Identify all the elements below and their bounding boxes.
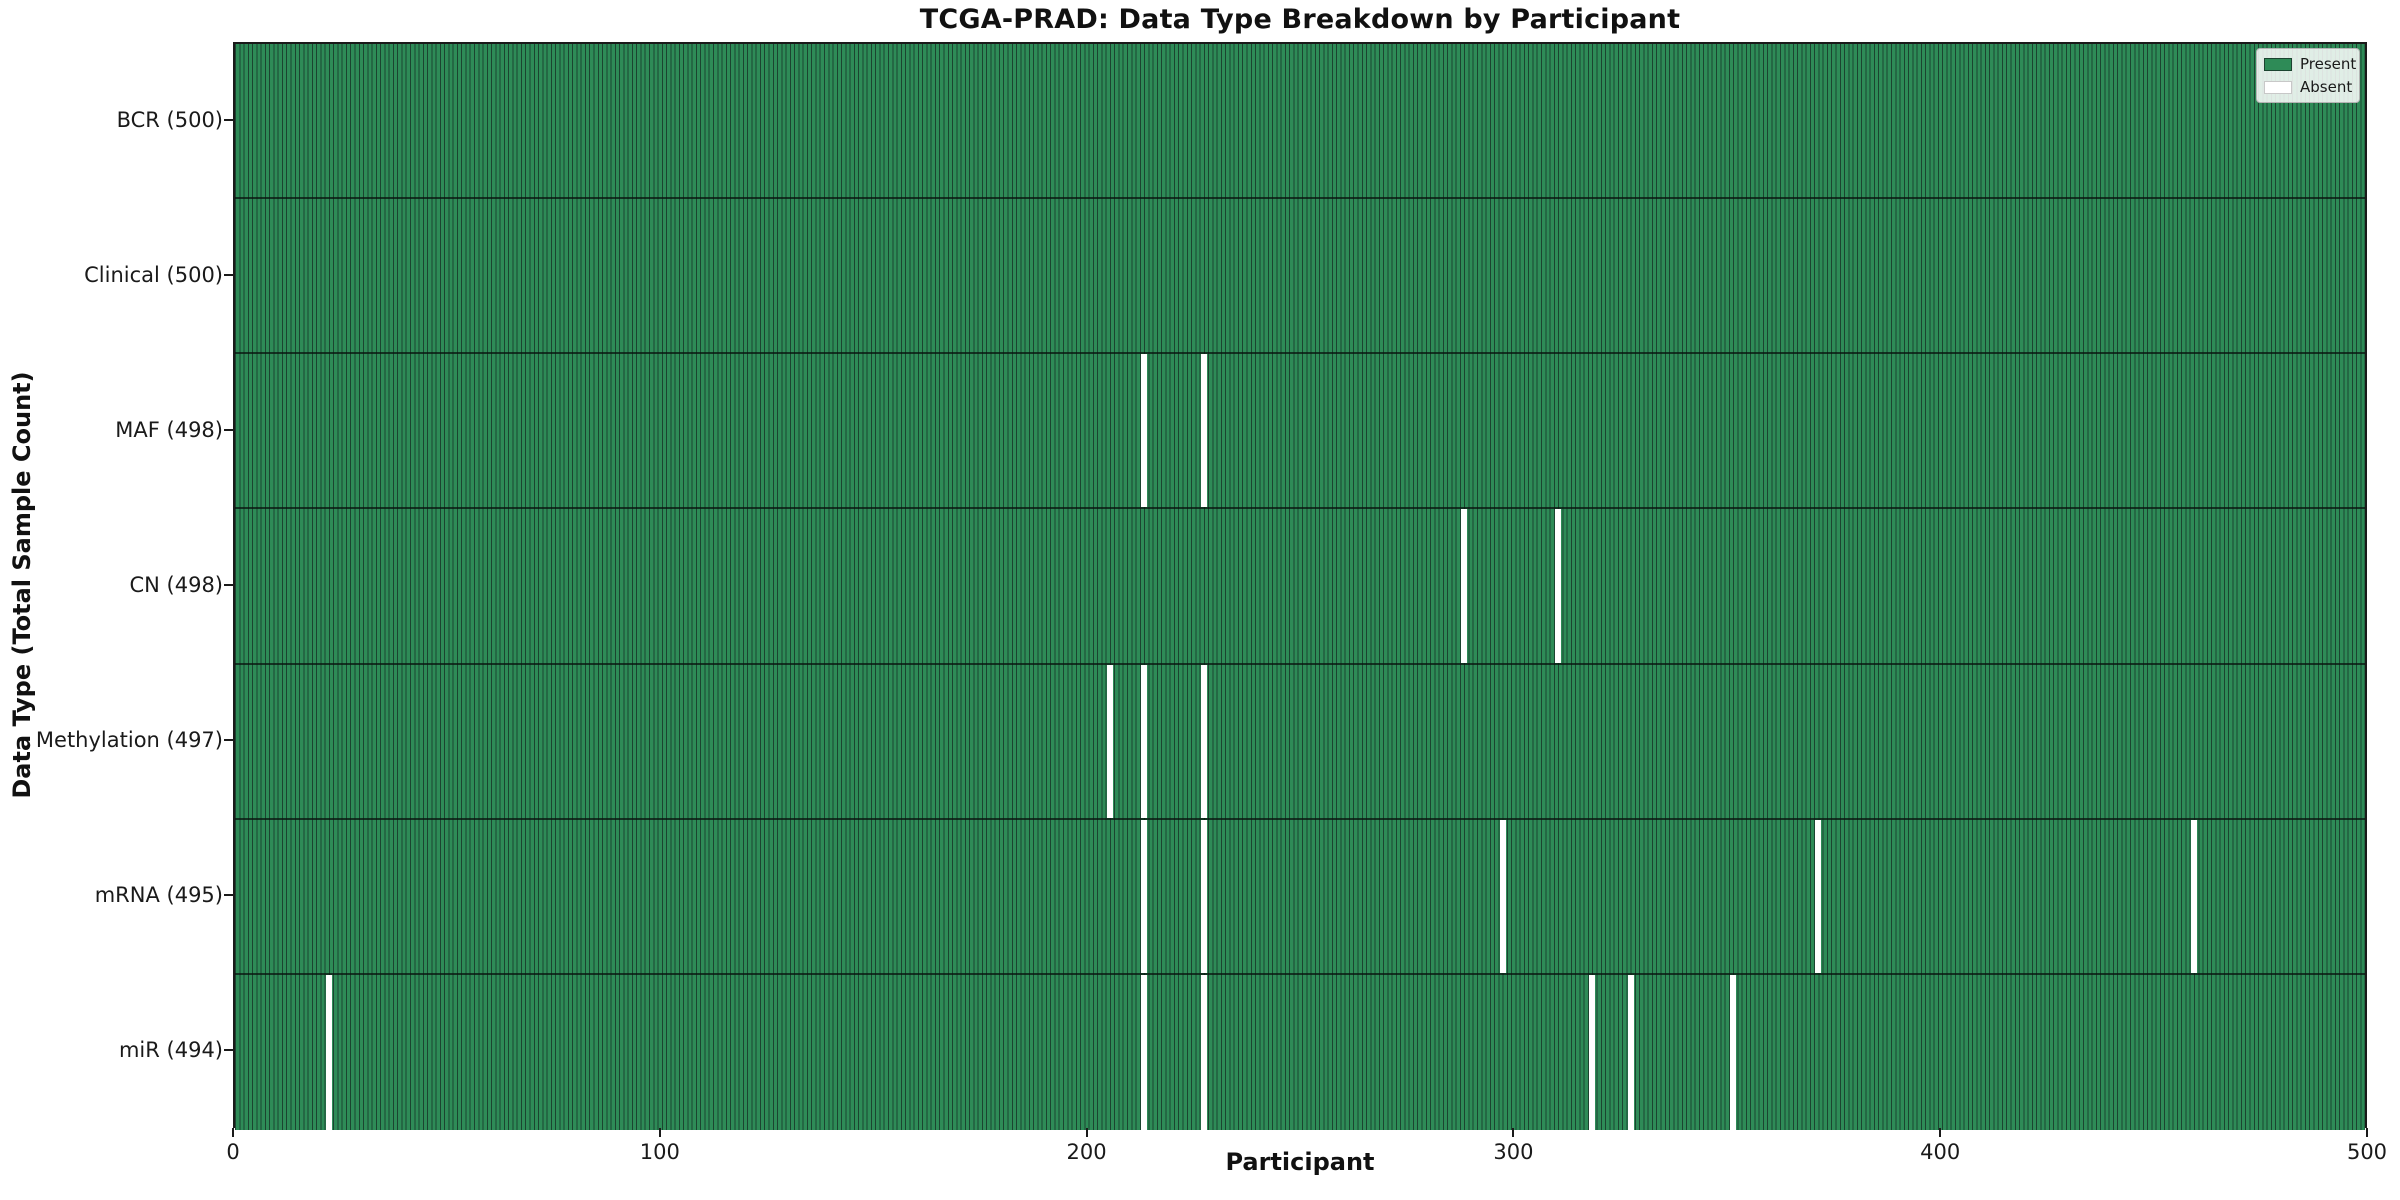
- xtick-label-100: 100: [639, 1140, 680, 1164]
- xtick-label-200: 200: [1066, 1140, 1107, 1164]
- legend: Present Absent: [2256, 48, 2360, 103]
- absent-bar: [1141, 974, 1148, 1130]
- legend-entry-present: Present: [2264, 55, 2356, 73]
- absent-bar: [1200, 819, 1207, 973]
- ytick-label-MAF: MAF (498): [115, 417, 223, 442]
- x-axis-label: Participant: [1225, 1148, 1375, 1176]
- absent-swatch-icon: [2264, 80, 2292, 94]
- xtick-label-400: 400: [1920, 1140, 1961, 1164]
- xtick-label-300: 300: [1493, 1140, 1534, 1164]
- xtick-mark: [232, 1128, 234, 1137]
- xtick-mark: [658, 1128, 661, 1137]
- absent-bar: [1555, 509, 1562, 663]
- heat-row-mRNA: [235, 819, 2365, 975]
- ytick-label-BCR: BCR (500): [116, 107, 223, 132]
- ytick-mark: [224, 1049, 233, 1052]
- absent-bar: [1200, 974, 1207, 1130]
- absent-bar: [2191, 819, 2197, 973]
- xtick-label-0: 0: [226, 1140, 240, 1164]
- ytick-label-miR: miR (494): [118, 1038, 223, 1063]
- ytick-label-CN: CN (498): [129, 573, 223, 597]
- absent-bar: [1141, 819, 1148, 973]
- legend-present-label: Present: [2300, 55, 2357, 73]
- absent-bar: [1461, 509, 1468, 663]
- heat-row-Methylation: [235, 664, 2365, 820]
- heat-row-CN: [235, 509, 2365, 665]
- absent-bar: [1141, 354, 1148, 508]
- absent-bar: [1627, 974, 1634, 1130]
- legend-absent-label: Absent: [2300, 78, 2353, 96]
- ytick-mark: [224, 118, 233, 121]
- ytick-label-Methylation: Methylation (497): [35, 728, 223, 753]
- ytick-label-Clinical: Clinical (500): [84, 262, 223, 287]
- absent-bar: [1730, 974, 1737, 1130]
- xtick-mark: [2366, 1128, 2368, 1137]
- absent-bar: [1141, 664, 1148, 818]
- xtick-mark: [1939, 1128, 1942, 1137]
- heat-row-BCR: [235, 44, 2365, 200]
- xtick-mark: [1512, 1128, 1515, 1137]
- absent-bar: [1499, 819, 1506, 973]
- heat-row-MAF: [235, 354, 2365, 510]
- ytick-mark: [224, 273, 233, 276]
- absent-bar: [1200, 664, 1207, 818]
- absent-bar: [1589, 974, 1596, 1130]
- ytick-mark: [224, 894, 233, 897]
- absent-bar: [325, 974, 332, 1130]
- ytick-mark: [224, 739, 233, 742]
- absent-bar: [1200, 354, 1207, 508]
- ytick-label-mRNA: mRNA (495): [94, 883, 223, 908]
- plot-area: [233, 42, 2367, 1130]
- ytick-mark: [224, 428, 233, 431]
- legend-entry-absent: Absent: [2264, 78, 2353, 96]
- present-swatch-icon: [2264, 57, 2292, 71]
- absent-bar: [1106, 664, 1113, 818]
- heat-row-Clinical: [235, 199, 2365, 355]
- heat-row-miR: [235, 974, 2365, 1130]
- absent-bar: [1815, 819, 1822, 973]
- xtick-label-500: 500: [2346, 1140, 2388, 1164]
- xtick-mark: [1085, 1128, 1088, 1137]
- chart-title: TCGA-PRAD: Data Type Breakdown by Partic…: [919, 4, 1681, 35]
- ytick-mark: [224, 584, 233, 586]
